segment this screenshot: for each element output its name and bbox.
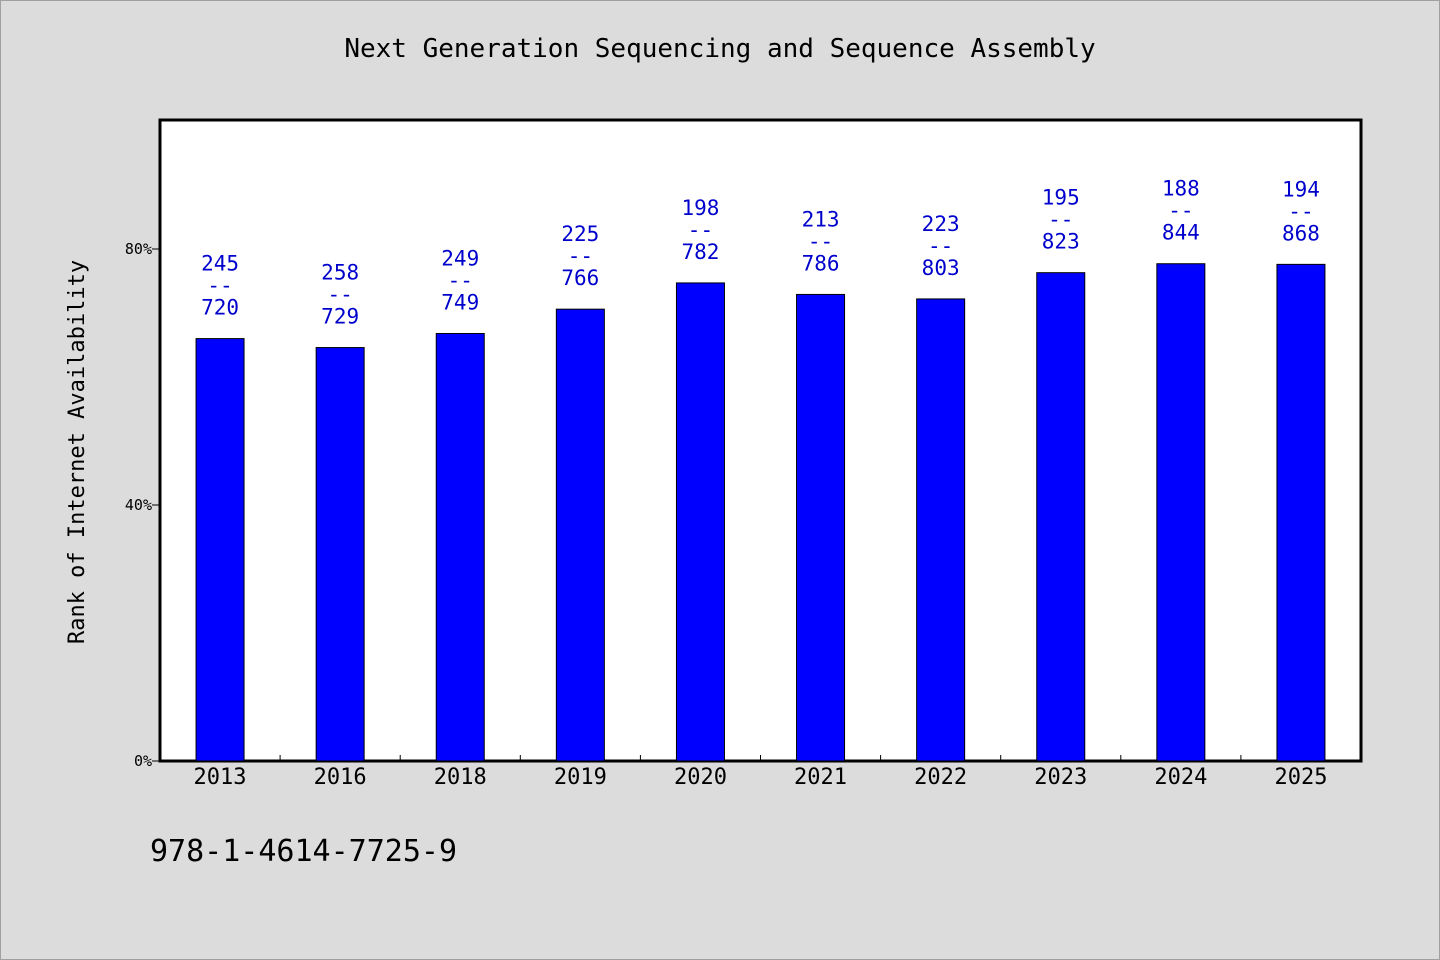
footnote: 978-1-4614-7725-9 xyxy=(150,834,458,869)
bar-2024 xyxy=(1156,263,1206,762)
chart-title: Next Generation Sequencing and Sequence … xyxy=(344,34,1096,64)
x-tick-label: 2013 xyxy=(194,765,247,790)
data-label-top: 194 xyxy=(1282,177,1320,201)
bar-2023 xyxy=(1036,272,1086,762)
bar-2022 xyxy=(916,298,966,762)
data-label-sep: -- xyxy=(1048,208,1073,232)
data-label-top: 213 xyxy=(802,207,840,231)
x-tick-label: 2019 xyxy=(554,765,607,790)
bar-2013 xyxy=(195,338,245,762)
x-tick-label: 2022 xyxy=(914,765,967,790)
data-label-top: 223 xyxy=(922,212,960,236)
data-label-bottom: 766 xyxy=(561,266,599,290)
bars-group xyxy=(195,263,1326,762)
x-axis-ticks: 2013 2016 2018 2019 2020 2021 2022 2023 2024 2025 xyxy=(194,755,1327,790)
data-label-top: 245 xyxy=(201,252,239,276)
data-labels-group: 245--720258--729249--749225--766198--782… xyxy=(201,177,1320,329)
data-label-top: 225 xyxy=(561,222,599,246)
bar-2019 xyxy=(555,308,605,762)
y-axis-label: Rank of Internet Availability xyxy=(65,260,90,644)
data-label-bottom: 803 xyxy=(922,256,960,280)
data-label-bottom: 786 xyxy=(802,251,840,275)
y-axis-ticks: 0% 40% 80% xyxy=(125,240,160,770)
data-label-sep: -- xyxy=(207,274,232,298)
bar-2021 xyxy=(796,293,846,762)
y-tick-label: 0% xyxy=(134,752,152,770)
bar-2018 xyxy=(435,332,485,762)
x-tick-label: 2016 xyxy=(314,765,367,790)
data-label-bottom: 749 xyxy=(441,290,479,314)
y-tick-label: 80% xyxy=(125,240,152,258)
data-label-top: 195 xyxy=(1042,186,1080,210)
data-label-sep: -- xyxy=(1288,199,1313,223)
x-tick-label: 2024 xyxy=(1154,765,1207,790)
data-label-sep: -- xyxy=(328,283,353,307)
x-tick-label: 2025 xyxy=(1274,765,1327,790)
y-tick-label: 40% xyxy=(125,496,152,514)
bar-2020 xyxy=(675,282,725,762)
bar-2016 xyxy=(315,347,365,762)
data-label-top: 188 xyxy=(1162,177,1200,201)
data-label-top: 258 xyxy=(321,261,359,285)
data-label-bottom: 720 xyxy=(201,296,239,320)
data-label-sep: -- xyxy=(928,234,953,258)
data-label-top: 198 xyxy=(681,196,719,220)
data-label-sep: -- xyxy=(688,218,713,242)
data-label-sep: -- xyxy=(808,229,833,253)
x-tick-label: 2023 xyxy=(1034,765,1087,790)
data-label-bottom: 844 xyxy=(1162,221,1200,245)
data-label-bottom: 868 xyxy=(1282,221,1320,245)
data-label-bottom: 782 xyxy=(681,240,719,264)
data-label-sep: -- xyxy=(448,268,473,292)
data-label-bottom: 729 xyxy=(321,305,359,329)
x-tick-label: 2020 xyxy=(674,765,727,790)
data-label-bottom: 823 xyxy=(1042,230,1080,254)
bar-2025 xyxy=(1276,263,1326,762)
x-tick-label: 2021 xyxy=(794,765,847,790)
data-label-sep: -- xyxy=(568,244,593,268)
data-label-top: 249 xyxy=(441,246,479,270)
data-label-sep: -- xyxy=(1168,199,1193,223)
x-tick-label: 2018 xyxy=(434,765,487,790)
